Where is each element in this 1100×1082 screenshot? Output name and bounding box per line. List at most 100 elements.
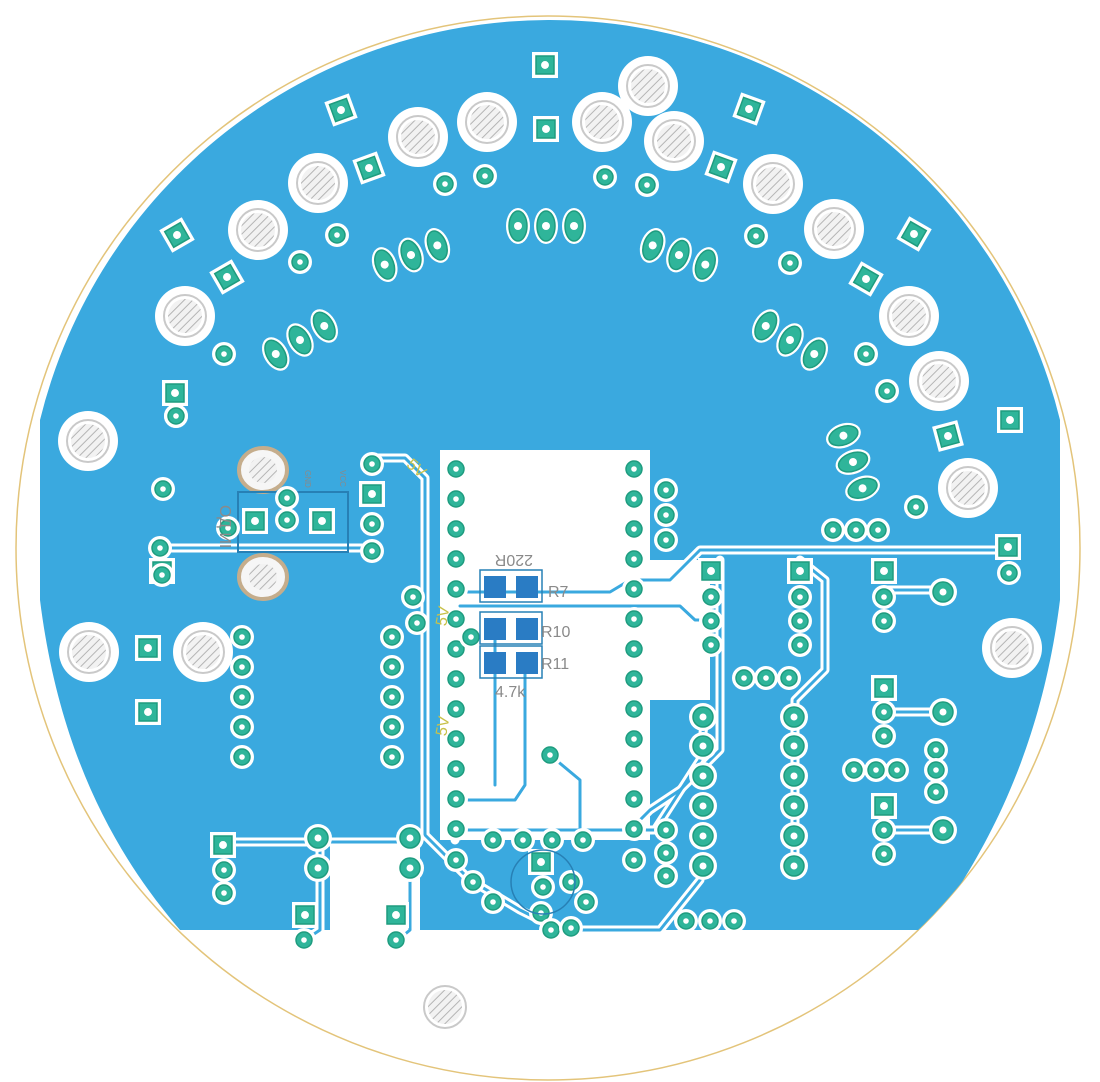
via-pad <box>539 918 563 942</box>
via-pad <box>325 223 349 247</box>
square-pad <box>932 420 964 452</box>
via-pad <box>380 625 404 649</box>
via-pad <box>401 585 425 609</box>
voltage-regulator <box>237 446 349 601</box>
via-pad <box>622 727 646 751</box>
via-pad <box>780 792 808 820</box>
via-pad <box>574 890 598 914</box>
square-pad <box>292 902 318 928</box>
via-pad <box>654 818 678 842</box>
via-pad <box>788 609 812 633</box>
via-pad <box>754 666 778 690</box>
square-pad <box>162 380 188 406</box>
via-pad <box>444 577 468 601</box>
via-pad <box>622 577 646 601</box>
led-pad-group <box>506 208 586 244</box>
via-pad <box>924 758 948 782</box>
square-pad <box>532 52 558 78</box>
via-pad <box>689 852 717 880</box>
via-pad <box>304 824 332 852</box>
via-pad <box>904 495 928 519</box>
square-pad <box>871 793 897 819</box>
square-pad <box>704 150 738 184</box>
via-pad <box>622 637 646 661</box>
square-pad <box>732 92 766 126</box>
via-pad <box>461 870 485 894</box>
square-pad <box>997 407 1023 433</box>
via-pad <box>689 792 717 820</box>
via-pad <box>654 478 678 502</box>
via-pad <box>212 342 236 366</box>
pads <box>135 52 1023 952</box>
via-pad <box>559 916 583 940</box>
square-pad <box>309 508 335 534</box>
square-pad <box>209 259 245 295</box>
via-pad <box>929 698 957 726</box>
via-pad <box>433 172 457 196</box>
via-pad <box>654 864 678 888</box>
via-pad <box>622 787 646 811</box>
via-pad <box>396 824 424 852</box>
via-pad <box>380 715 404 739</box>
mount-hole <box>572 92 632 152</box>
square-pad <box>383 902 409 928</box>
via-pad <box>872 724 896 748</box>
via-pad <box>622 487 646 511</box>
square-pad <box>871 558 897 584</box>
mount-hole <box>59 622 119 682</box>
square-pad <box>242 508 268 534</box>
via-pad <box>275 486 299 510</box>
via-pad <box>622 457 646 481</box>
via-pad <box>444 517 468 541</box>
mount-hole <box>173 622 233 682</box>
via-pad <box>732 666 756 690</box>
via-pad <box>929 816 957 844</box>
vreg-pin-gnd: GND <box>303 470 312 488</box>
via-pad <box>444 487 468 511</box>
r10-ref-label: R10 <box>541 624 570 641</box>
square-pad <box>159 217 195 253</box>
led-pad-group <box>752 309 828 371</box>
via-pad <box>872 609 896 633</box>
mount-hole <box>228 200 288 260</box>
via-pad <box>459 625 483 649</box>
power-5v-label-b: 5V <box>433 605 453 628</box>
square-pad <box>698 558 724 584</box>
via-pad <box>380 655 404 679</box>
via-pad <box>148 536 172 560</box>
square-pad <box>533 116 559 142</box>
mount-hole <box>804 199 864 259</box>
via-pad <box>622 667 646 691</box>
led-pad-group <box>371 228 451 282</box>
via-pad <box>230 745 254 769</box>
via-pad <box>444 607 468 631</box>
vreg-label: ОД ИI <box>216 505 233 548</box>
via-pad <box>821 518 845 542</box>
via-pad <box>511 828 535 852</box>
via-pad <box>875 379 899 403</box>
via-pad <box>444 697 468 721</box>
square-pad <box>135 699 161 725</box>
square-pad <box>324 93 358 127</box>
via-pad <box>780 762 808 790</box>
via-pad <box>622 757 646 781</box>
square-pad <box>995 534 1021 560</box>
via-pad <box>780 732 808 760</box>
via-pad <box>622 697 646 721</box>
via-pad <box>622 817 646 841</box>
via-pad <box>571 828 595 852</box>
power-5v-label-c: 5V <box>433 715 453 738</box>
via-pad <box>699 633 723 657</box>
via-pad <box>689 822 717 850</box>
via-pad <box>396 854 424 882</box>
square-pad <box>135 635 161 661</box>
via-pad <box>622 547 646 571</box>
via-pad <box>689 703 717 731</box>
mount-hole <box>982 618 1042 678</box>
mount-hole <box>909 351 969 411</box>
mount-hole <box>58 411 118 471</box>
via-pad <box>304 854 332 882</box>
via-pad <box>360 452 384 476</box>
via-pad <box>444 848 468 872</box>
via-pad <box>360 539 384 563</box>
